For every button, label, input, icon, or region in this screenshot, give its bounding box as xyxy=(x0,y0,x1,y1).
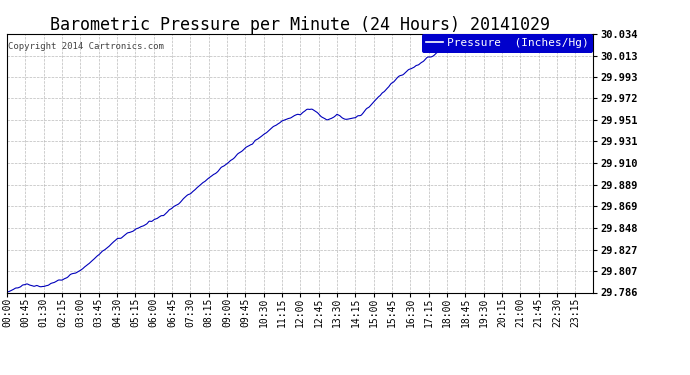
Title: Barometric Pressure per Minute (24 Hours) 20141029: Barometric Pressure per Minute (24 Hours… xyxy=(50,16,550,34)
Pressure  (Inches/Hg) xyxy=(199,180,207,185)
Pressure  (Inches/Hg) xyxy=(391,78,400,82)
Pressure  (Inches/Hg) xyxy=(468,38,476,42)
Line: Pressure  (Inches/Hg): Pressure (Inches/Hg) xyxy=(7,34,593,292)
Pressure  (Inches/Hg) xyxy=(3,290,11,294)
Text: Copyright 2014 Cartronics.com: Copyright 2014 Cartronics.com xyxy=(8,42,164,51)
Pressure  (Inches/Hg) xyxy=(520,45,529,50)
Pressure  (Inches/Hg) xyxy=(119,234,127,239)
Legend: Pressure  (Inches/Hg): Pressure (Inches/Hg) xyxy=(422,34,593,53)
Pressure  (Inches/Hg) xyxy=(495,32,504,36)
Pressure  (Inches/Hg) xyxy=(589,32,598,36)
Pressure  (Inches/Hg) xyxy=(133,226,141,231)
